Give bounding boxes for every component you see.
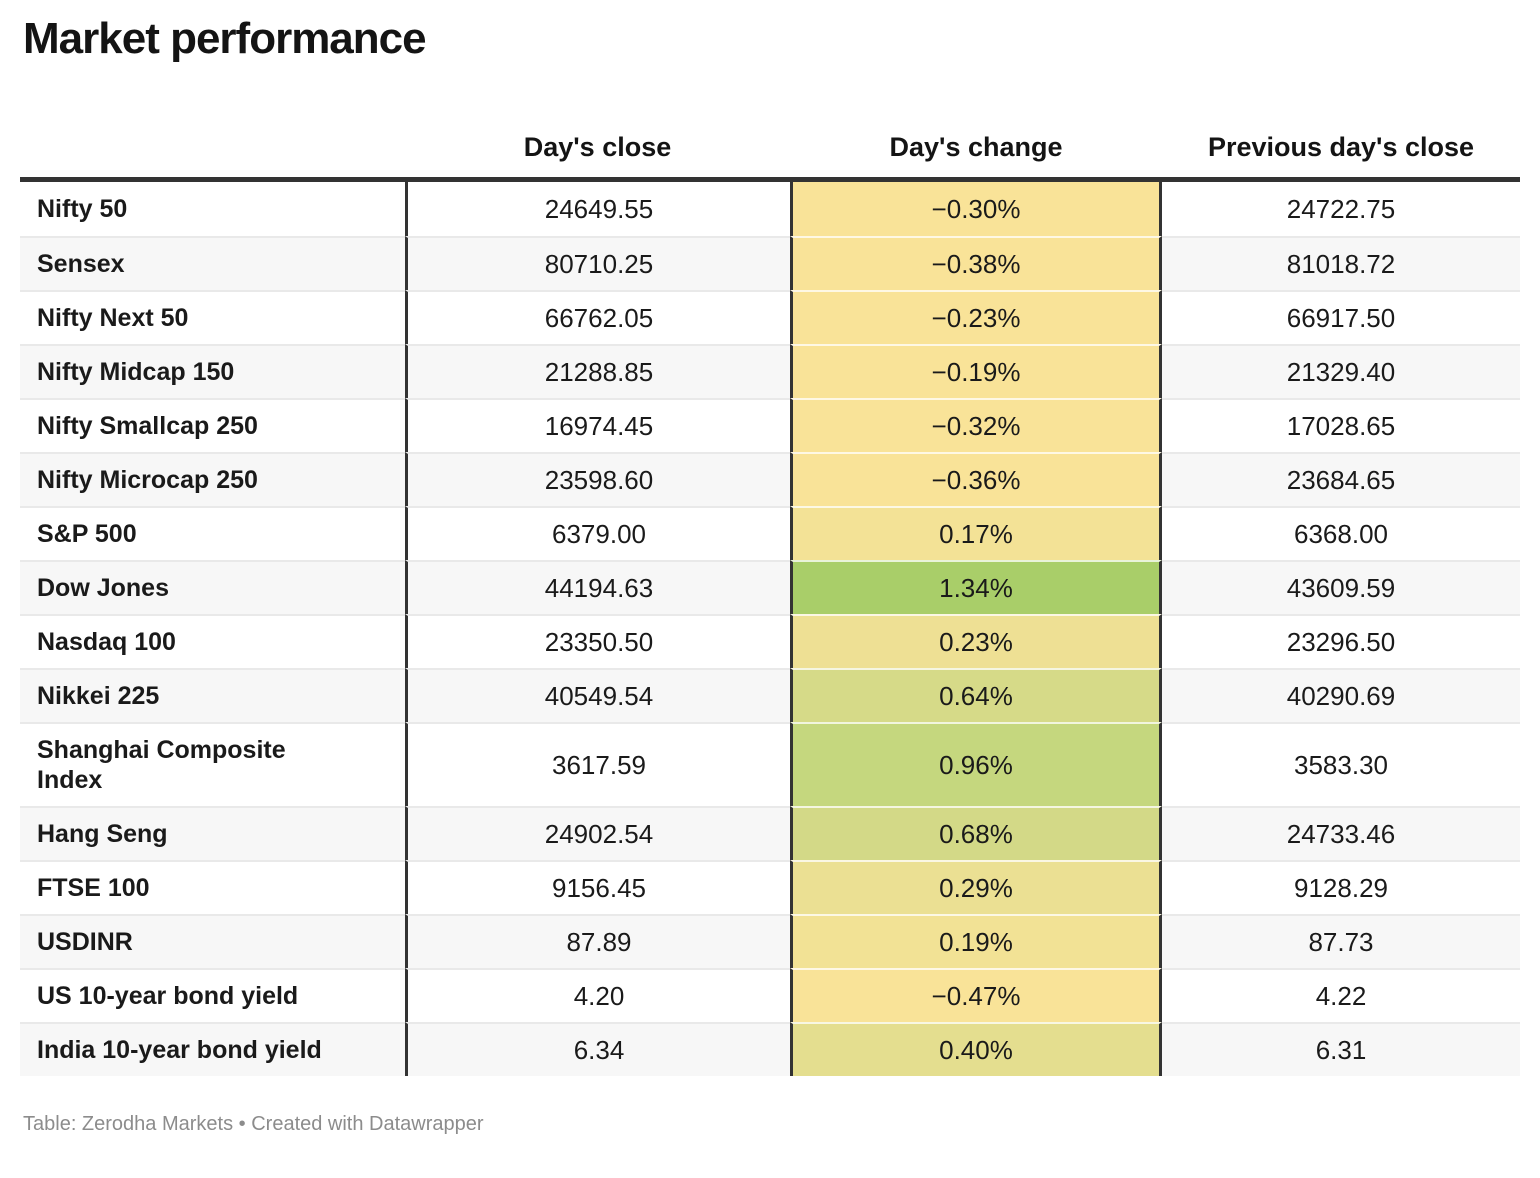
row-label: Nifty Microcap 250	[20, 451, 405, 506]
days-close-cell: 44194.63	[405, 559, 790, 614]
days-close-cell: 4.20	[405, 967, 790, 1022]
days-change-cell: 0.96%	[790, 721, 1162, 806]
previous-close-cell: 6368.00	[1162, 505, 1520, 560]
days-change-cell: 0.23%	[790, 613, 1162, 668]
column-header-days-close: Day's close	[523, 131, 672, 162]
previous-close-cell: 4.22	[1162, 967, 1520, 1022]
previous-close-cell: 3583.30	[1162, 721, 1520, 806]
days-change-cell: 0.17%	[790, 505, 1162, 560]
days-close-cell: 80710.25	[405, 235, 790, 290]
table-row: US 10-year bond yield 4.20 −0.47% 4.22	[20, 967, 1520, 1022]
days-change-cell: 0.68%	[790, 805, 1162, 860]
days-close-cell: 24649.55	[405, 181, 790, 236]
days-change-cell: −0.38%	[790, 235, 1162, 290]
days-change-cell: −0.23%	[790, 289, 1162, 344]
table-row: Nifty Smallcap 250 16974.45 −0.32% 17028…	[20, 397, 1520, 452]
table-row: FTSE 100 9156.45 0.29% 9128.29	[20, 859, 1520, 914]
previous-close-cell: 87.73	[1162, 913, 1520, 968]
row-label: USDINR	[20, 913, 405, 968]
footer-credit: Table: Zerodha Markets • Created with Da…	[23, 1112, 484, 1135]
table-row: Hang Seng 24902.54 0.68% 24733.46	[20, 805, 1520, 860]
table-body: Nifty 50 24649.55 −0.30% 24722.75 Sensex…	[20, 176, 1520, 1076]
days-close-cell: 21288.85	[405, 343, 790, 398]
column-header-previous-days-close: Previous day's close	[1207, 131, 1475, 162]
days-close-cell: 16974.45	[405, 397, 790, 452]
row-label: US 10-year bond yield	[20, 967, 405, 1022]
previous-close-cell: 23296.50	[1162, 613, 1520, 668]
days-close-cell: 6.34	[405, 1021, 790, 1076]
table-row: Dow Jones 44194.63 1.34% 43609.59	[20, 559, 1520, 614]
row-label: Nasdaq 100	[20, 613, 405, 668]
market-performance-table: Day's close Day's change Previous day's …	[20, 65, 1520, 1076]
previous-close-cell: 21329.40	[1162, 343, 1520, 398]
row-label: Nifty Midcap 150	[20, 343, 405, 398]
previous-close-cell: 24722.75	[1286, 193, 1396, 224]
column-header-days-change: Day's change	[889, 131, 1063, 162]
days-close-cell: 9156.45	[405, 859, 790, 914]
days-close-cell: 40549.54	[405, 667, 790, 722]
row-label: Dow Jones	[20, 559, 405, 614]
table-row: USDINR 87.89 0.19% 87.73	[20, 913, 1520, 968]
table-row: Shanghai Composite Index 3617.59 0.96% 3…	[20, 721, 1520, 806]
days-close-cell: 66762.05	[405, 289, 790, 344]
row-label: Nikkei 225	[20, 667, 405, 722]
days-change-cell: −0.47%	[790, 967, 1162, 1022]
days-change-cell: 0.29%	[790, 859, 1162, 914]
days-change-cell: 0.64%	[790, 667, 1162, 722]
table-row: Nikkei 225 40549.54 0.64% 40290.69	[20, 667, 1520, 722]
table-row: Nifty Midcap 150 21288.85 −0.19% 21329.4…	[20, 343, 1520, 398]
previous-close-cell: 6.31	[1162, 1021, 1520, 1076]
table-row: Nifty Next 50 66762.05 −0.23% 66917.50	[20, 289, 1520, 344]
row-label: Hang Seng	[20, 805, 405, 860]
previous-close-cell: 40290.69	[1162, 667, 1520, 722]
table-row: Nifty 50 24649.55 −0.30% 24722.75	[20, 181, 1520, 236]
days-change-cell: −0.32%	[790, 397, 1162, 452]
days-close-cell: 23350.50	[405, 613, 790, 668]
days-change-cell: 0.19%	[790, 913, 1162, 968]
days-change-cell: 1.34%	[790, 559, 1162, 614]
row-label: Shanghai Composite Index	[20, 721, 405, 806]
previous-close-cell: 9128.29	[1162, 859, 1520, 914]
row-label: Nifty Smallcap 250	[20, 397, 405, 452]
row-label: S&P 500	[20, 505, 405, 560]
previous-close-cell: 81018.72	[1162, 235, 1520, 290]
row-label: India 10-year bond yield	[20, 1021, 405, 1076]
table-row: Sensex 80710.25 −0.38% 81018.72	[20, 235, 1520, 290]
table-header-row: Day's close Day's change Previous day's …	[20, 65, 1520, 177]
days-change-cell: −0.36%	[790, 451, 1162, 506]
days-close-cell: 24902.54	[405, 805, 790, 860]
page-title: Market performance	[23, 14, 427, 63]
row-label: Nifty 50	[37, 194, 128, 223]
days-close-cell: 6379.00	[405, 505, 790, 560]
previous-close-cell: 24733.46	[1162, 805, 1520, 860]
previous-close-cell: 66917.50	[1162, 289, 1520, 344]
row-label: Nifty Next 50	[20, 289, 405, 344]
row-label: FTSE 100	[20, 859, 405, 914]
table-row: Nifty Microcap 250 23598.60 −0.36% 23684…	[20, 451, 1520, 506]
days-close-cell: 87.89	[405, 913, 790, 968]
days-change-cell: −0.19%	[790, 343, 1162, 398]
days-close-cell: 3617.59	[405, 721, 790, 806]
days-close-cell: 23598.60	[405, 451, 790, 506]
previous-close-cell: 23684.65	[1162, 451, 1520, 506]
previous-close-cell: 17028.65	[1162, 397, 1520, 452]
days-change-cell: −0.30%	[790, 181, 1162, 236]
table-row: S&P 500 6379.00 0.17% 6368.00	[20, 505, 1520, 560]
days-change-cell: 0.40%	[790, 1021, 1162, 1076]
table-row: Nasdaq 100 23350.50 0.23% 23296.50	[20, 613, 1520, 668]
row-label: Sensex	[20, 235, 405, 290]
table-row: India 10-year bond yield 6.34 0.40% 6.31	[20, 1021, 1520, 1076]
previous-close-cell: 43609.59	[1162, 559, 1520, 614]
